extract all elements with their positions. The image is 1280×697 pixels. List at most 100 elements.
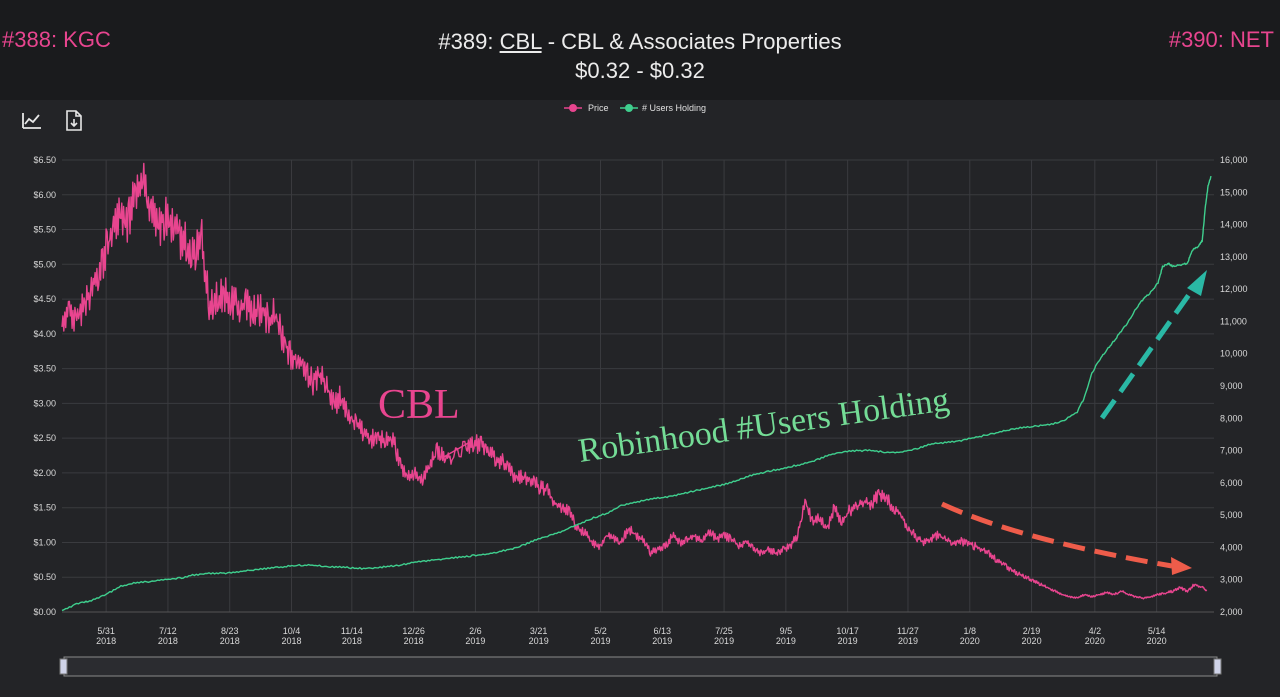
x-tick-year: 2018 <box>220 636 240 646</box>
y-axis-left: $0.00 $0.50 $1.00 $1.50 $2.00 $2.50 $3.00 $3.50… <box>33 155 56 617</box>
x-tick-label: 4/2 <box>1089 626 1102 636</box>
ticker-link[interactable]: CBL <box>499 29 542 54</box>
x-tick-year: 2019 <box>652 636 672 646</box>
y-left-tick-label: $0.50 <box>33 572 56 582</box>
x-tick-label: 2/6 <box>469 626 482 636</box>
y-left-tick-label: $4.00 <box>33 329 56 339</box>
up-arrow-head <box>1187 270 1207 296</box>
x-tick-label: 12/26 <box>402 626 425 636</box>
x-tick-label: 10/17 <box>836 626 859 636</box>
up-arrow-shaft <box>1099 284 1198 420</box>
x-tick-label: 2/19 <box>1023 626 1041 636</box>
x-tick-label: 5/14 <box>1148 626 1166 636</box>
y-right-tick-label: 14,000 <box>1220 220 1248 230</box>
download-file-icon[interactable] <box>64 109 84 133</box>
title-line: #389: CBL - CBL & Associates Properties <box>0 27 1280 56</box>
x-tick-label: 7/12 <box>159 626 177 636</box>
y-left-tick-label: $2.50 <box>33 433 56 443</box>
x-tick-year: 2018 <box>282 636 302 646</box>
range-navigator[interactable] <box>59 656 1222 677</box>
y-right-tick-label: 15,000 <box>1220 187 1248 197</box>
annotations: CBL Robinhood #Users Holding <box>378 270 1207 575</box>
x-tick-year: 2019 <box>465 636 485 646</box>
y-left-tick-label: $1.00 <box>33 537 56 547</box>
y-left-tick-label: $5.50 <box>33 225 56 235</box>
y-left-tick-label: $6.50 <box>33 155 56 165</box>
y-left-tick-label: $3.00 <box>33 398 56 408</box>
x-tick-label: 9/5 <box>780 626 793 636</box>
users-annotation: Robinhood #Users Holding <box>576 381 952 470</box>
y-right-tick-label: 7,000 <box>1220 446 1243 456</box>
x-tick-year: 2020 <box>1022 636 1042 646</box>
y-right-tick-label: 10,000 <box>1220 349 1248 359</box>
x-tick-label: 6/13 <box>654 626 672 636</box>
x-tick-year: 2018 <box>96 636 116 646</box>
price-series-line <box>61 162 1208 600</box>
legend-price-label: Price <box>588 103 609 113</box>
line-chart-icon[interactable] <box>20 110 44 132</box>
y-right-tick-label: 8,000 <box>1220 413 1243 423</box>
navigator-track[interactable] <box>63 656 1218 677</box>
next-stock-link[interactable]: #390: NET <box>1168 27 1274 52</box>
down-arrow-head <box>1171 557 1192 575</box>
x-tick-year: 2020 <box>1085 636 1105 646</box>
x-tick-year: 2019 <box>529 636 549 646</box>
x-tick-label: 5/2 <box>594 626 607 636</box>
y-right-tick-label: 9,000 <box>1220 381 1243 391</box>
chart-grid <box>62 159 1214 613</box>
x-tick-label: 8/23 <box>221 626 239 636</box>
y-right-tick-label: 6,000 <box>1220 478 1243 488</box>
page-title: #389: CBL - CBL & Associates Properties … <box>0 27 1280 85</box>
x-axis: 5/3120187/1220188/23201810/4201811/14201… <box>62 611 1214 646</box>
x-tick-label: 3/21 <box>530 626 548 636</box>
y-left-tick-label: $0.00 <box>33 607 56 617</box>
x-tick-label: 11/27 <box>897 626 919 636</box>
y-right-tick-label: 2,000 <box>1220 607 1243 617</box>
y-right-tick-label: 13,000 <box>1220 252 1248 262</box>
x-tick-label: 7/25 <box>715 626 733 636</box>
navigator-handle-left[interactable] <box>59 658 68 675</box>
x-tick-year: 2019 <box>714 636 734 646</box>
navigator-handle-right[interactable] <box>1213 658 1222 675</box>
price-annotation-pointer <box>441 441 471 459</box>
chart-legend: Price # Users Holding <box>564 103 706 113</box>
y-axis-right: 2,000 3,000 4,000 5,000 6,000 7,000 8,000 9,000… <box>1220 155 1248 617</box>
x-tick-year: 2018 <box>342 636 362 646</box>
y-right-tick-label: 5,000 <box>1220 510 1243 520</box>
x-tick-year: 2019 <box>776 636 796 646</box>
y-left-tick-label: $2.00 <box>33 468 56 478</box>
prev-stock-link[interactable]: #388: KGC <box>2 27 111 52</box>
chart-panel: Price # Users Holding $0.00 $0.50 $1.00 $1.… <box>0 100 1280 697</box>
y-left-tick-label: $5.00 <box>33 259 56 269</box>
y-right-tick-label: 11,000 <box>1220 316 1247 326</box>
x-tick-year: 2018 <box>158 636 178 646</box>
y-left-tick-label: $6.00 <box>33 190 56 200</box>
x-tick-label: 11/14 <box>341 626 363 636</box>
x-tick-year: 2019 <box>590 636 610 646</box>
y-right-tick-label: 16,000 <box>1220 155 1248 165</box>
x-tick-year: 2019 <box>838 636 858 646</box>
x-tick-year: 2018 <box>404 636 424 646</box>
x-tick-year: 2020 <box>1147 636 1167 646</box>
y-right-tick-label: 3,000 <box>1220 575 1243 585</box>
x-tick-year: 2019 <box>898 636 918 646</box>
legend-users[interactable]: # Users Holding <box>620 103 706 113</box>
y-left-tick-label: $1.50 <box>33 503 56 513</box>
rank-label: #389: <box>438 29 494 54</box>
price-annotation: CBL <box>378 382 460 428</box>
x-tick-label: 10/4 <box>283 626 301 636</box>
header: #388: KGC #389: CBL - CBL & Associates P… <box>0 0 1280 100</box>
down-arrow-shaft <box>940 501 1173 569</box>
chart-lines <box>61 162 1212 612</box>
legend-users-label: # Users Holding <box>642 103 706 113</box>
x-tick-year: 2020 <box>960 636 980 646</box>
price-range: $0.32 - $0.32 <box>575 58 705 83</box>
y-left-tick-label: $4.50 <box>33 294 56 304</box>
y-right-tick-label: 12,000 <box>1220 284 1248 294</box>
chart-svg: Price # Users Holding $0.00 $0.50 $1.00 $1.… <box>20 103 1248 677</box>
y-right-tick-label: 4,000 <box>1220 542 1243 552</box>
legend-price[interactable]: Price <box>564 103 609 113</box>
y-left-tick-label: $3.50 <box>33 364 56 374</box>
company-name: - CBL & Associates Properties <box>547 29 842 54</box>
x-tick-label: 5/31 <box>97 626 115 636</box>
